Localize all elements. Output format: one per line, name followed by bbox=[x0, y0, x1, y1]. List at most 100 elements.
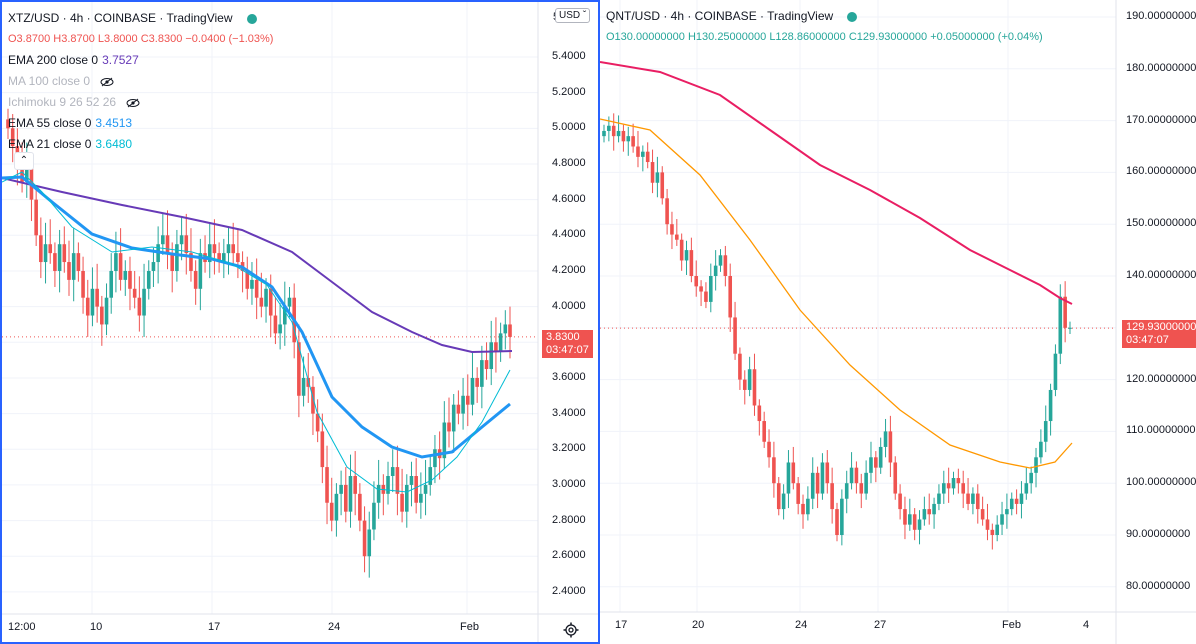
candle bbox=[864, 472, 868, 494]
candle bbox=[699, 286, 703, 292]
qnt-last-price-tag: 129.93000000 03:47:07 bbox=[1122, 320, 1196, 348]
price-tick-label: 5.4000 bbox=[552, 50, 586, 62]
candle bbox=[447, 422, 451, 432]
candle bbox=[170, 253, 175, 271]
ema200-line bbox=[600, 61, 1073, 305]
candle bbox=[245, 270, 250, 289]
indicator-ema21[interactable]: EMA 21 close 0 3.6480 bbox=[8, 137, 133, 151]
candle bbox=[752, 369, 757, 406]
candle bbox=[250, 279, 254, 289]
candle bbox=[320, 431, 325, 468]
candle bbox=[975, 493, 980, 510]
candle bbox=[137, 297, 142, 316]
candle bbox=[956, 478, 961, 484]
candle bbox=[494, 342, 498, 352]
candle bbox=[767, 441, 771, 458]
candle bbox=[132, 288, 137, 298]
candle bbox=[927, 509, 932, 515]
price-tick-label: 3.0000 bbox=[552, 477, 586, 490]
candle bbox=[1058, 296, 1063, 354]
qnt-ohlc: O130.00000000 H130.25000000 L128.8600000… bbox=[606, 31, 1043, 43]
candle bbox=[757, 405, 762, 422]
xtz-symbol-title[interactable]: XTZ/USD · 4h · COINBASE · TradingView bbox=[8, 11, 233, 25]
candle bbox=[742, 379, 747, 390]
indicator-ma100[interactable]: MA 100 close 0 bbox=[8, 71, 273, 92]
indicator-ema55[interactable]: EMA 55 close 0 3.4513 bbox=[8, 116, 133, 130]
candle bbox=[428, 467, 433, 485]
price-tick-label: 190.00000000 bbox=[1126, 10, 1196, 22]
candle bbox=[123, 270, 128, 280]
candle bbox=[869, 457, 873, 473]
candle bbox=[24, 167, 29, 182]
candle bbox=[414, 476, 418, 503]
candle bbox=[830, 483, 834, 510]
time-tick-label: 17 bbox=[615, 619, 628, 631]
candle bbox=[400, 493, 404, 512]
chart-pane-xtz[interactable]: XTZ/USD · 4h · COINBASE · TradingView O3… bbox=[0, 0, 600, 644]
candle bbox=[621, 130, 626, 142]
candle bbox=[820, 462, 825, 494]
candle bbox=[343, 484, 348, 512]
candle bbox=[142, 288, 146, 316]
candle bbox=[801, 503, 805, 515]
candle bbox=[475, 377, 479, 387]
currency-select[interactable]: USD ˇ bbox=[555, 8, 591, 23]
candle bbox=[937, 493, 941, 504]
price-tick-label: 140.00000000 bbox=[1126, 269, 1196, 281]
time-tick-label: Feb bbox=[1002, 619, 1021, 631]
candle bbox=[971, 493, 975, 504]
chart-pane-qnt[interactable]: QNT/USD · 4h · COINBASE · TradingView O1… bbox=[600, 0, 1196, 644]
candle bbox=[762, 421, 766, 442]
price-tick-label: 4.8000 bbox=[552, 156, 586, 169]
qnt-symbol-title[interactable]: QNT/USD · 4h · COINBASE · TradingView bbox=[606, 9, 834, 23]
xtz-chart-canvas[interactable] bbox=[2, 2, 598, 642]
candle bbox=[1000, 514, 1004, 525]
candle bbox=[1005, 509, 1009, 515]
time-tick-label: 24 bbox=[795, 619, 808, 631]
indicator-ema200[interactable]: EMA 200 close 0 3.7527 bbox=[8, 53, 139, 67]
time-tick-label: 12:00 bbox=[8, 621, 36, 633]
candle bbox=[733, 317, 737, 354]
candle bbox=[747, 369, 752, 390]
candle bbox=[728, 276, 733, 318]
candle bbox=[498, 333, 503, 352]
qnt-chart-canvas[interactable] bbox=[600, 0, 1196, 644]
candle bbox=[34, 199, 38, 236]
candle bbox=[912, 514, 917, 530]
candle bbox=[236, 253, 240, 263]
candle bbox=[442, 422, 447, 459]
candle bbox=[786, 462, 791, 494]
candle bbox=[815, 472, 820, 494]
price-tick-label: 3.2000 bbox=[552, 442, 586, 455]
eye-hidden-icon[interactable] bbox=[126, 98, 140, 108]
price-tick-label: 80.00000000 bbox=[1126, 579, 1191, 592]
candle bbox=[57, 244, 62, 271]
candle bbox=[641, 151, 645, 157]
price-tick-label: 3.4000 bbox=[552, 406, 586, 419]
candle bbox=[878, 446, 883, 468]
candle bbox=[62, 244, 67, 263]
candle bbox=[713, 265, 718, 276]
xtz-legend: XTZ/USD · 4h · COINBASE · TradingView O3… bbox=[8, 8, 273, 155]
candle bbox=[433, 449, 437, 468]
candle bbox=[43, 244, 48, 263]
ema55-line bbox=[2, 175, 511, 459]
candle bbox=[708, 276, 713, 302]
gear-icon[interactable] bbox=[563, 622, 579, 638]
candle bbox=[966, 493, 970, 504]
candle bbox=[985, 519, 990, 530]
candle bbox=[254, 279, 259, 298]
eye-hidden-icon[interactable] bbox=[100, 77, 114, 87]
candle bbox=[961, 483, 966, 494]
qnt-legend: QNT/USD · 4h · COINBASE · TradingView O1… bbox=[606, 6, 1043, 48]
collapse-legend-button[interactable]: ⌃ bbox=[14, 152, 34, 170]
candle bbox=[461, 395, 465, 414]
candle bbox=[874, 457, 878, 468]
candle bbox=[791, 462, 796, 484]
candle bbox=[268, 288, 273, 316]
candle bbox=[840, 498, 844, 535]
candle bbox=[76, 253, 81, 271]
candle bbox=[161, 235, 165, 245]
candle bbox=[675, 234, 679, 240]
indicator-ichimoku[interactable]: Ichimoku 9 26 52 26 bbox=[8, 92, 273, 113]
